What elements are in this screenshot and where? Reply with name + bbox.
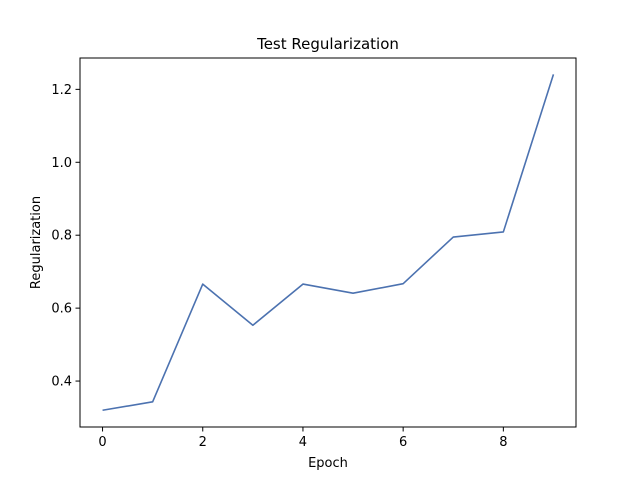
chart-title: Test Regularization xyxy=(256,35,399,53)
y-axis-title: Regularization xyxy=(29,196,44,289)
x-tick-label-1: 2 xyxy=(199,435,207,450)
x-axis-title: Epoch xyxy=(308,456,348,471)
x-tick-label-4: 8 xyxy=(499,435,507,450)
y-tick-label-4: 1.2 xyxy=(51,83,72,98)
y-tick-label-3: 1.0 xyxy=(51,156,72,171)
plot-data-layer xyxy=(102,74,555,412)
y-tick-label-2: 0.8 xyxy=(51,229,72,244)
series-line-0 xyxy=(102,74,555,412)
x-axis-ticks: 0 2 4 6 8 xyxy=(98,427,507,450)
y-axis-ticks: 0.4 0.6 0.8 1.0 1.2 xyxy=(51,83,80,390)
x-tick-label-2: 4 xyxy=(299,435,307,450)
y-tick-label-1: 0.6 xyxy=(51,302,72,317)
plot-frame xyxy=(79,57,577,428)
y-tick-label-0: 0.4 xyxy=(51,375,72,390)
x-tick-label-3: 6 xyxy=(399,435,407,450)
x-tick-label-0: 0 xyxy=(98,435,106,450)
